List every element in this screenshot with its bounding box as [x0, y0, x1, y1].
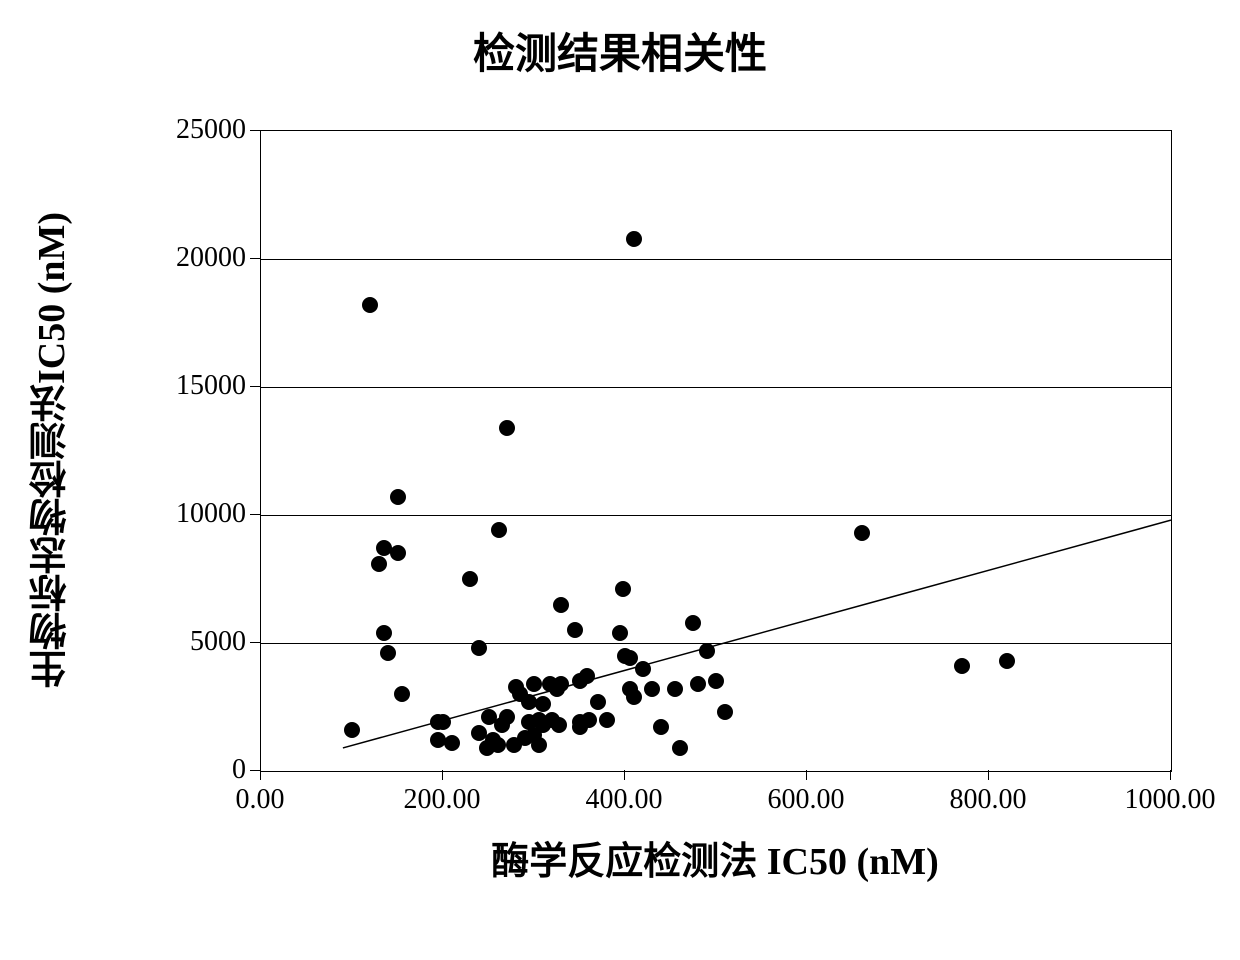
y-tick-label: 15000: [176, 370, 246, 402]
y-tick-mark: [250, 258, 260, 259]
data-point: [380, 645, 396, 661]
data-point: [462, 571, 478, 587]
data-point: [579, 668, 595, 684]
x-tick-label: 0.00: [236, 784, 285, 816]
data-point: [708, 673, 724, 689]
chart-title: 检测结果相关性: [0, 20, 1240, 81]
data-point: [612, 625, 628, 641]
x-tick-label: 400.00: [586, 784, 663, 816]
x-tick-label: 1000.00: [1125, 784, 1216, 816]
data-point: [551, 717, 567, 733]
x-tick-label: 200.00: [404, 784, 481, 816]
data-point: [362, 297, 378, 313]
chart-container: 检测结果相关性 生物标志物检测法IC50 (nM) 酶学反应检测法 IC50 (…: [0, 0, 1240, 960]
data-point: [644, 681, 660, 697]
x-tick-mark: [624, 770, 625, 780]
data-point: [672, 740, 688, 756]
x-axis-label: 酶学反应检测法 IC50 (nM): [260, 830, 1170, 885]
data-point: [615, 581, 631, 597]
data-point: [999, 653, 1015, 669]
data-point: [667, 681, 683, 697]
data-point: [854, 525, 870, 541]
x-tick-mark: [1170, 770, 1171, 780]
data-point: [635, 661, 651, 677]
data-point: [499, 709, 515, 725]
data-point: [626, 689, 642, 705]
x-tick-mark: [806, 770, 807, 780]
data-point: [376, 625, 392, 641]
y-tick-mark: [250, 130, 260, 131]
y-tick-mark: [250, 770, 260, 771]
data-point: [444, 735, 460, 751]
data-point: [590, 694, 606, 710]
data-point: [699, 643, 715, 659]
data-point: [390, 545, 406, 561]
data-point: [653, 719, 669, 735]
gridline-horizontal: [261, 259, 1171, 260]
data-point: [490, 737, 506, 753]
gridline-horizontal: [261, 515, 1171, 516]
x-tick-label: 800.00: [950, 784, 1027, 816]
data-point: [626, 231, 642, 247]
data-point: [499, 420, 515, 436]
data-point: [531, 737, 547, 753]
data-point: [526, 676, 542, 692]
trend-line: [343, 520, 1171, 748]
data-point: [690, 676, 706, 692]
plot-area: [260, 130, 1172, 772]
y-axis-label-line: 生物标志物检测法: [30, 384, 76, 688]
data-point: [553, 676, 569, 692]
y-tick-label: 0: [232, 754, 246, 786]
x-tick-mark: [260, 770, 261, 780]
data-point: [685, 615, 701, 631]
x-tick-label: 600.00: [768, 784, 845, 816]
data-point: [553, 597, 569, 613]
data-point: [371, 556, 387, 572]
y-tick-label: 25000: [176, 114, 246, 146]
y-tick-label: 5000: [190, 626, 246, 658]
data-point: [394, 686, 410, 702]
data-point: [471, 640, 487, 656]
y-tick-label: 20000: [176, 242, 246, 274]
x-tick-mark: [988, 770, 989, 780]
y-tick-mark: [250, 642, 260, 643]
data-point: [717, 704, 733, 720]
data-point: [581, 712, 597, 728]
gridline-horizontal: [261, 643, 1171, 644]
y-tick-mark: [250, 386, 260, 387]
y-tick-label: 10000: [176, 498, 246, 530]
data-point: [390, 489, 406, 505]
data-point: [435, 714, 451, 730]
gridline-horizontal: [261, 387, 1171, 388]
data-point: [535, 696, 551, 712]
y-axis-label-line: IC50 (nM): [30, 212, 76, 384]
y-tick-mark: [250, 514, 260, 515]
data-point: [599, 712, 615, 728]
data-point: [567, 622, 583, 638]
y-axis-label: 生物标志物检测法IC50 (nM): [30, 130, 76, 770]
data-point: [491, 522, 507, 538]
data-point: [954, 658, 970, 674]
data-point: [344, 722, 360, 738]
x-tick-mark: [442, 770, 443, 780]
